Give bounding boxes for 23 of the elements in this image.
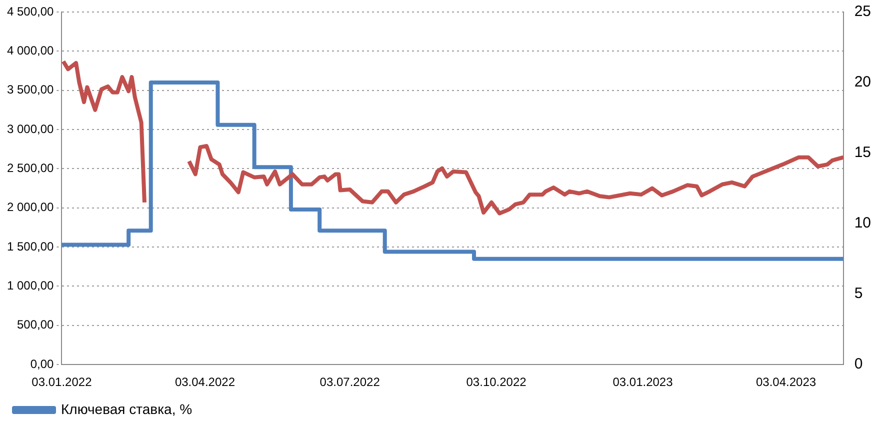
y-tick-label: 2 500,00 bbox=[6, 161, 54, 176]
y-tick-label: 3 000,00 bbox=[6, 122, 54, 136]
y2-tick-label: 25 bbox=[854, 3, 872, 20]
y2-tick-label: 0 bbox=[854, 356, 863, 373]
y-tick-label: 3 500,00 bbox=[6, 82, 54, 97]
y2-tick-label: 5 bbox=[854, 285, 863, 302]
y2-tick-label: 10 bbox=[854, 214, 872, 232]
x-tick-label: 03.01.2022 bbox=[32, 375, 92, 390]
y-tick-label: 500,00 bbox=[17, 318, 54, 332]
y-tick-label: 2 000,00 bbox=[6, 200, 54, 214]
y-tick-label: 0,00 bbox=[30, 356, 54, 371]
y-tick-label: 1 500,00 bbox=[6, 239, 54, 254]
y2-tick-label: 20 bbox=[854, 74, 872, 91]
x-tick-label: 03.04.2023 bbox=[756, 375, 816, 390]
x-tick-label: 03.04.2022 bbox=[174, 375, 236, 390]
y-tick-label: 4 500,00 bbox=[6, 4, 54, 18]
x-tick-label: 03.07.2022 bbox=[320, 375, 380, 390]
y-tick-label: 4 000,00 bbox=[6, 43, 54, 58]
y2-tick-label: 15 bbox=[854, 144, 872, 162]
x-tick-label: 03.01.2023 bbox=[612, 375, 674, 390]
x-tick-label: 03.10.2022 bbox=[466, 375, 527, 390]
y-tick-label: 1 000,00 bbox=[6, 278, 54, 293]
legend-label: Ключевая ставка, % bbox=[61, 400, 192, 417]
